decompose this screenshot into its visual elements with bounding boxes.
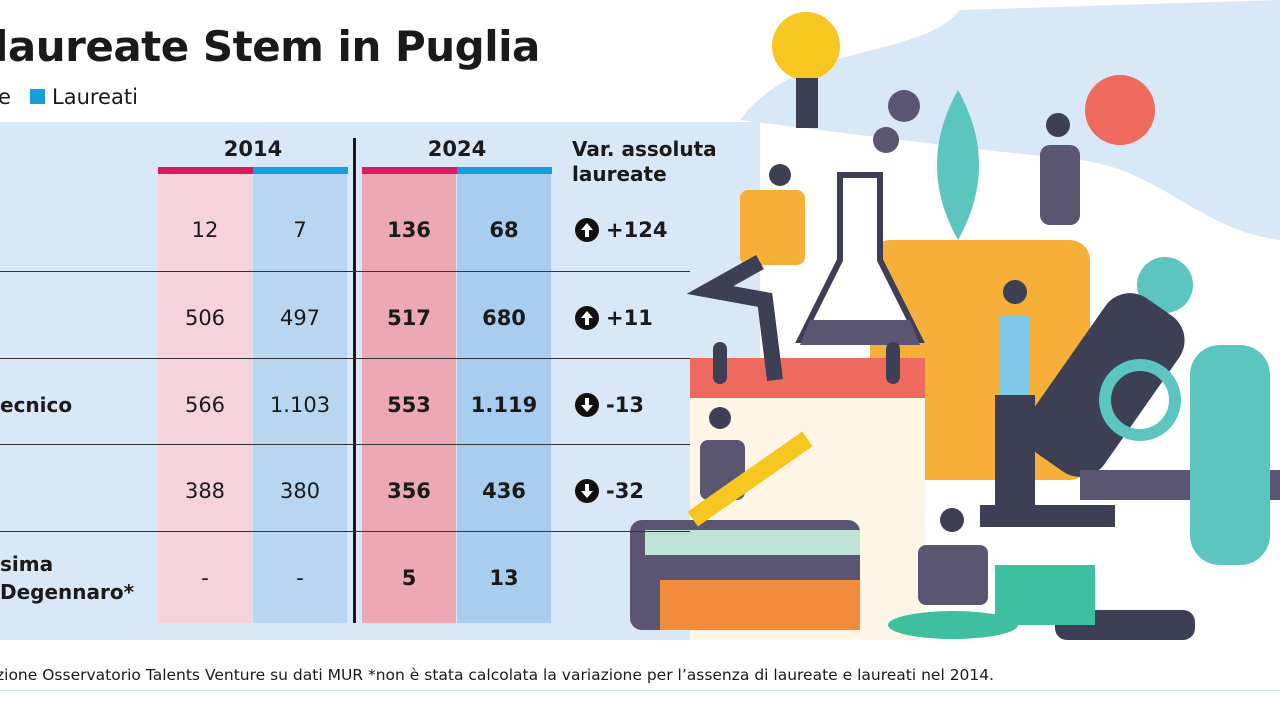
- row-separator: [0, 358, 690, 359]
- row-label: Degennaro*: [0, 580, 135, 604]
- table-cell: 136: [387, 218, 431, 242]
- table-cell: 380: [279, 479, 321, 503]
- table-cell: 506: [184, 306, 226, 330]
- trend-icon: [575, 479, 599, 503]
- column-bg: [253, 174, 347, 623]
- bottom-rule: [0, 690, 1280, 691]
- table-cell: 356: [387, 479, 431, 503]
- table-cell: 566: [184, 393, 226, 417]
- column-bg: [457, 174, 551, 623]
- column-bg: [362, 174, 456, 623]
- row-separator: [0, 531, 690, 532]
- header-bar: [253, 167, 348, 174]
- header-bar: [158, 167, 253, 174]
- trend-icon: [575, 218, 599, 242]
- illustration: [630, 0, 1280, 640]
- row-label: sima: [0, 552, 54, 576]
- divider: [353, 138, 356, 623]
- table-cell: 13: [489, 566, 519, 590]
- table-cell: 1.103: [269, 393, 331, 417]
- table-cell: 436: [482, 479, 526, 503]
- row-separator: [0, 271, 690, 272]
- table-cell: 68: [489, 218, 519, 242]
- legend-swatch: [30, 89, 45, 104]
- variation: -32: [606, 479, 644, 503]
- variation: +124: [606, 218, 668, 242]
- table-cell: -: [201, 566, 209, 590]
- variation: +11: [606, 306, 653, 330]
- table-cell: 497: [279, 306, 321, 330]
- variation: -13: [606, 393, 644, 417]
- column-header: laureate: [572, 162, 667, 186]
- trend-icon: [575, 306, 599, 330]
- footer-note: zione Osservatorio Talents Venture su da…: [0, 666, 995, 684]
- column-bg: [158, 174, 252, 623]
- table-cell: 680: [482, 306, 526, 330]
- table-cell: 12: [191, 218, 219, 242]
- table-cell: 388: [184, 479, 226, 503]
- year-header: 2014: [223, 137, 283, 161]
- table-cell: 517: [387, 306, 431, 330]
- table-cell: -: [296, 566, 304, 590]
- legend-label: Laureati: [52, 85, 138, 109]
- row-separator: [0, 444, 690, 445]
- table-cell: 5: [401, 566, 417, 590]
- header-bar: [457, 167, 552, 174]
- legend-label: e: [0, 85, 11, 109]
- year-header: 2024: [427, 137, 487, 161]
- row-label: ecnico: [0, 393, 73, 417]
- trend-icon: [575, 393, 599, 417]
- title: laureate Stem in Puglia: [0, 22, 540, 71]
- column-header: Var. assoluta: [572, 137, 717, 161]
- table-cell: 1.119: [470, 393, 538, 417]
- table-cell: 7: [293, 218, 307, 242]
- header-bar: [362, 167, 457, 174]
- table-cell: 553: [387, 393, 431, 417]
